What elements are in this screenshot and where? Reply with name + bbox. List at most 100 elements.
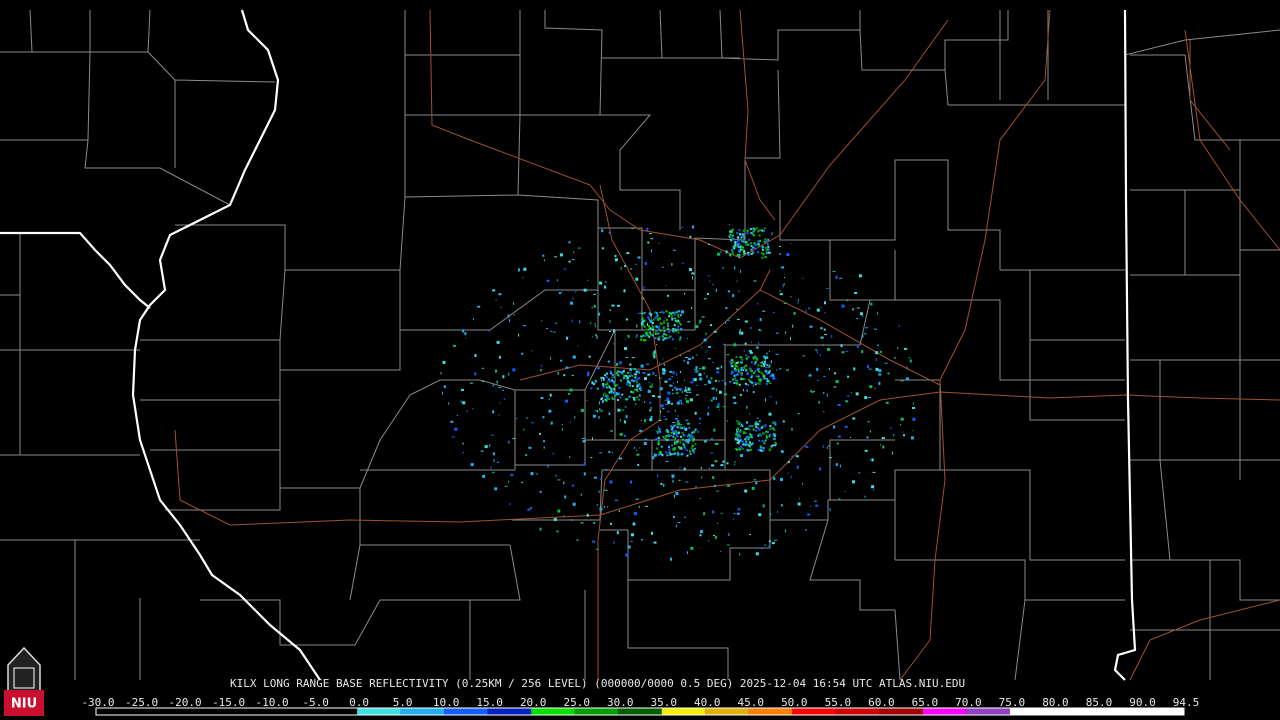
echo (663, 363, 665, 366)
echo (734, 367, 736, 370)
scale-label: 55.0 (825, 696, 852, 709)
echo (825, 287, 829, 289)
echo (677, 381, 678, 383)
echo (666, 430, 669, 433)
echo (703, 440, 707, 443)
echo (756, 417, 759, 419)
echo (774, 441, 777, 444)
echo (656, 438, 658, 441)
echo (539, 369, 542, 372)
echo (613, 388, 616, 391)
echo (760, 378, 764, 380)
echo (659, 329, 662, 332)
echo (461, 388, 464, 391)
echo (703, 298, 707, 300)
echo (754, 247, 757, 250)
echo (607, 398, 610, 401)
echo (750, 436, 753, 439)
echo (718, 380, 720, 382)
echo (768, 370, 771, 373)
echo (685, 395, 688, 397)
echo (779, 368, 782, 370)
echo (553, 331, 556, 333)
echo (675, 392, 679, 394)
echo (746, 427, 749, 430)
echo (500, 306, 502, 308)
echo (675, 432, 678, 435)
echo (683, 427, 686, 430)
echo (652, 328, 655, 331)
scale-label: 35.0 (651, 696, 678, 709)
echo (673, 432, 676, 435)
echo (611, 304, 615, 307)
echo (665, 285, 667, 287)
echo (664, 418, 668, 420)
echo (835, 463, 838, 467)
echo (707, 406, 709, 409)
echo (492, 452, 495, 456)
echo (540, 397, 544, 399)
echo (625, 553, 629, 557)
echo (601, 247, 604, 250)
echo (635, 498, 639, 500)
echo (615, 371, 618, 374)
echo (797, 413, 800, 415)
echo (689, 390, 691, 392)
echo (752, 234, 755, 237)
echo (655, 329, 658, 332)
echo (753, 242, 756, 245)
echo (712, 283, 714, 285)
echo (680, 427, 684, 429)
echo (667, 391, 671, 395)
echo (665, 435, 668, 438)
echo (650, 238, 654, 240)
echo (729, 236, 732, 239)
echo (630, 540, 633, 542)
echo (820, 327, 823, 330)
echo (676, 440, 679, 443)
echo (634, 373, 637, 376)
echo (624, 347, 627, 350)
echo (757, 244, 760, 247)
echo (462, 329, 465, 333)
echo (898, 325, 900, 328)
echo (453, 344, 456, 347)
echo (670, 453, 673, 455)
echo (716, 371, 720, 374)
echo (607, 506, 609, 508)
echo (864, 495, 866, 498)
echo (556, 530, 559, 533)
echo (643, 442, 647, 445)
echo (679, 396, 681, 398)
echo (650, 407, 652, 409)
scale-segment (1009, 708, 1054, 715)
echo (571, 319, 573, 323)
echo (756, 346, 759, 349)
echo (755, 357, 758, 360)
echo (593, 293, 597, 295)
echo (904, 347, 908, 350)
echo (705, 396, 707, 398)
echo (808, 374, 812, 377)
echo (580, 493, 582, 496)
echo (574, 416, 576, 419)
echo (900, 380, 904, 382)
echo (563, 374, 566, 377)
echo (632, 397, 635, 400)
echo (826, 446, 828, 449)
echo (673, 424, 677, 426)
echo (518, 268, 520, 272)
echo (621, 372, 624, 375)
echo (531, 350, 533, 352)
echo (797, 300, 799, 304)
echo (637, 377, 640, 380)
echo (658, 242, 660, 244)
echo (765, 240, 768, 243)
echo (685, 449, 688, 452)
echo (739, 248, 742, 251)
echo (631, 379, 633, 382)
echo (624, 265, 627, 267)
echo (593, 522, 596, 524)
scale-label: 25.0 (563, 696, 590, 709)
echo (686, 391, 690, 393)
